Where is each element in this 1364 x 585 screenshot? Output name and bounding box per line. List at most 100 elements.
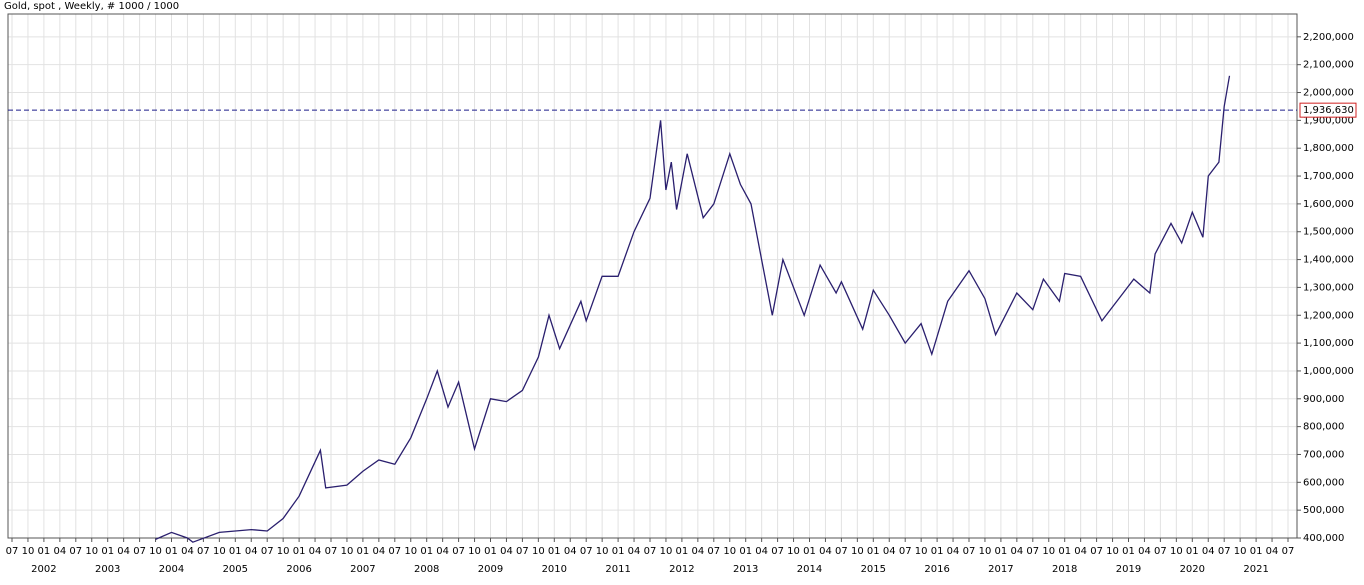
x-tick-label: 01 <box>548 546 561 557</box>
x-tick-label: 01 <box>101 546 114 557</box>
year-label: 2005 <box>223 564 248 575</box>
y-tick-label: 1,200,000 <box>1303 310 1354 321</box>
y-tick-label: 1,400,000 <box>1303 255 1354 266</box>
x-tick-label: 04 <box>436 546 449 557</box>
x-tick-label: 04 <box>1266 546 1279 557</box>
x-tick-label: 04 <box>245 546 258 557</box>
x-tick-label: 01 <box>995 546 1008 557</box>
x-tick-label: 04 <box>117 546 130 557</box>
y-tick-label: 500,000 <box>1303 505 1344 516</box>
x-tick-label: 01 <box>803 546 816 557</box>
year-label: 2013 <box>733 564 758 575</box>
x-tick-label: 04 <box>53 546 66 557</box>
x-tick-label: 07 <box>6 546 19 557</box>
y-tick-label: 1,700,000 <box>1303 171 1354 182</box>
plot-area <box>7 13 1298 539</box>
x-tick-label: 07 <box>963 546 976 557</box>
x-tick-label: 07 <box>452 546 465 557</box>
x-tick-label: 01 <box>867 546 880 557</box>
x-tick-label: 07 <box>69 546 82 557</box>
year-label: 2007 <box>350 564 375 575</box>
x-tick-label: 07 <box>580 546 593 557</box>
y-tick-label: 1,000,000 <box>1303 366 1354 377</box>
year-label: 2017 <box>988 564 1013 575</box>
x-tick-label: 04 <box>947 546 960 557</box>
x-tick-label: 04 <box>755 546 768 557</box>
x-tick-label: 01 <box>165 546 178 557</box>
x-tick-label: 10 <box>723 546 736 557</box>
plot-frame <box>7 13 1298 539</box>
x-tick-label: 01 <box>1122 546 1135 557</box>
y-tick-label: 1,100,000 <box>1303 338 1354 349</box>
year-label: 2006 <box>286 564 311 575</box>
x-tick-label: 01 <box>357 546 370 557</box>
x-tick-label: 10 <box>532 546 545 557</box>
year-label: 2011 <box>605 564 630 575</box>
y-tick-label: 1,900,000 <box>1303 115 1354 126</box>
year-label: 2008 <box>414 564 439 575</box>
x-tick-label: 07 <box>133 546 146 557</box>
year-label: 2021 <box>1243 564 1268 575</box>
x-tick-label: 04 <box>628 546 641 557</box>
x-tick-label: 01 <box>612 546 625 557</box>
x-tick-label: 07 <box>261 546 274 557</box>
x-tick-label: 04 <box>372 546 385 557</box>
x-tick-label: 07 <box>388 546 401 557</box>
last-price-label: 1,936,630 <box>1303 105 1354 116</box>
y-tick-label: 1,300,000 <box>1303 282 1354 293</box>
x-tick-label: 10 <box>851 546 864 557</box>
x-tick-label: 07 <box>1026 546 1039 557</box>
year-label: 2020 <box>1180 564 1205 575</box>
y-tick-label: 1,800,000 <box>1303 143 1354 154</box>
x-tick-label: 10 <box>979 546 992 557</box>
y-tick-label: 900,000 <box>1303 394 1344 405</box>
x-tick-label: 04 <box>883 546 896 557</box>
year-label: 2002 <box>31 564 56 575</box>
x-tick-label: 04 <box>819 546 832 557</box>
x-tick-label: 10 <box>277 546 290 557</box>
x-tick-label: 10 <box>213 546 226 557</box>
year-label: 2014 <box>797 564 822 575</box>
x-tick-label: 10 <box>787 546 800 557</box>
year-label: 2015 <box>861 564 886 575</box>
year-label: 2010 <box>542 564 567 575</box>
x-tick-label: 07 <box>771 546 784 557</box>
y-tick-label: 800,000 <box>1303 422 1344 433</box>
x-tick-label: 04 <box>564 546 577 557</box>
last-price-box <box>1299 102 1357 118</box>
x-tick-label: 04 <box>1138 546 1151 557</box>
x-tick-label: 07 <box>325 546 338 557</box>
x-tick-label: 10 <box>1042 546 1055 557</box>
year-label: 2004 <box>159 564 184 575</box>
x-tick-label: 04 <box>1010 546 1023 557</box>
x-tick-label: 10 <box>596 546 609 557</box>
x-tick-label: 07 <box>835 546 848 557</box>
x-tick-label: 10 <box>404 546 417 557</box>
x-tick-label: 04 <box>691 546 704 557</box>
x-tick-label: 04 <box>181 546 194 557</box>
x-tick-label: 10 <box>1170 546 1183 557</box>
x-tick-label: 07 <box>707 546 720 557</box>
x-tick-label: 01 <box>420 546 433 557</box>
x-tick-label: 07 <box>1282 546 1295 557</box>
x-tick-label: 07 <box>197 546 210 557</box>
x-tick-label: 07 <box>899 546 912 557</box>
y-tick-label: 1,600,000 <box>1303 199 1354 210</box>
x-tick-label: 01 <box>229 546 242 557</box>
year-label: 2012 <box>669 564 694 575</box>
x-tick-label: 10 <box>22 546 35 557</box>
y-tick-label: 400,000 <box>1303 533 1344 544</box>
y-tick-label: 2,100,000 <box>1303 60 1354 71</box>
y-tick-label: 600,000 <box>1303 477 1344 488</box>
x-tick-label: 04 <box>500 546 513 557</box>
x-tick-label: 07 <box>516 546 529 557</box>
x-tick-label: 10 <box>1106 546 1119 557</box>
x-tick-label: 07 <box>1218 546 1231 557</box>
x-tick-label: 10 <box>149 546 162 557</box>
x-tick-label: 01 <box>293 546 306 557</box>
x-tick-label: 01 <box>1186 546 1199 557</box>
x-tick-label: 10 <box>915 546 928 557</box>
x-tick-label: 07 <box>1154 546 1167 557</box>
year-label: 2019 <box>1116 564 1141 575</box>
